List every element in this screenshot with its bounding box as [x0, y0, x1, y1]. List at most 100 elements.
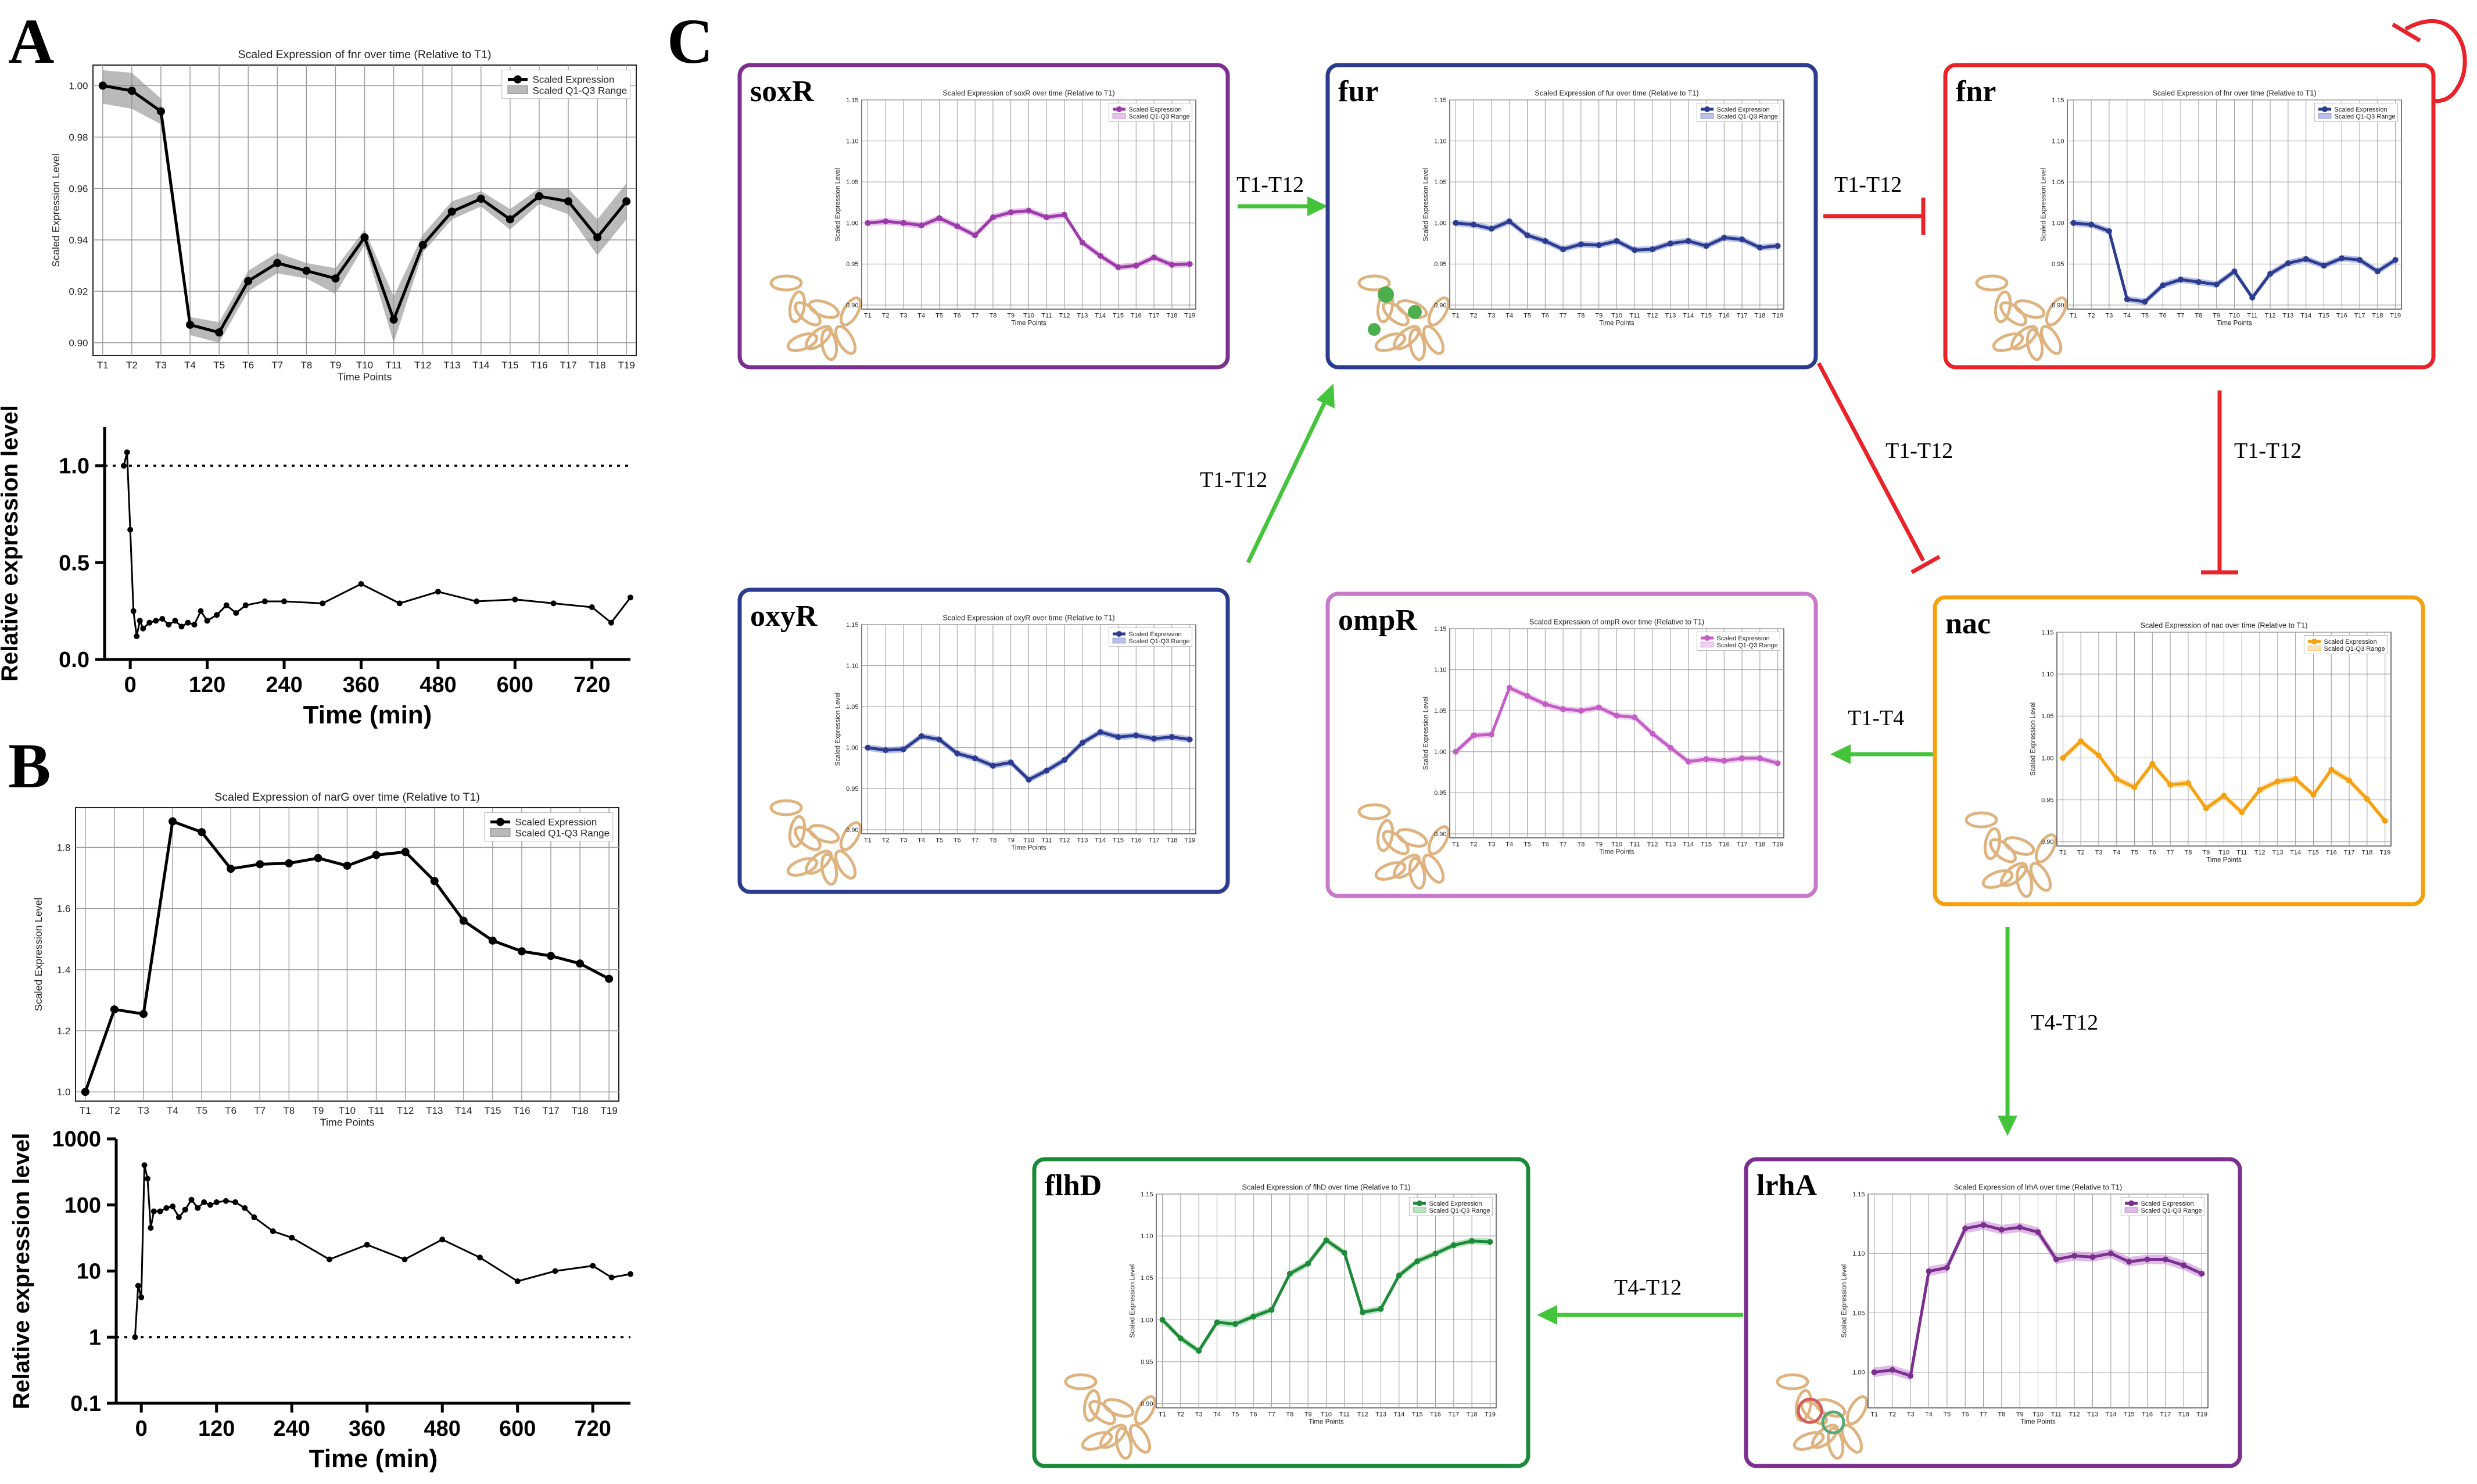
- data-point: [936, 215, 942, 221]
- legend-label: Scaled Expression: [1717, 106, 1770, 113]
- data-point: [396, 600, 403, 607]
- data-point: [360, 233, 369, 242]
- x-tick-label: T19: [1184, 837, 1195, 844]
- data-point: [1578, 708, 1584, 714]
- subunit-ring: [1821, 1410, 1845, 1435]
- data-point: [512, 596, 518, 603]
- x-tick-label: T1: [97, 360, 109, 371]
- x-tick-label: T16: [1719, 312, 1730, 319]
- x-tick-label: T7: [2177, 312, 2185, 319]
- x-tick-label: T2: [109, 1105, 120, 1116]
- x-tick-label: T9: [2016, 1411, 2024, 1418]
- data-point: [389, 316, 398, 324]
- data-point: [1650, 246, 1656, 252]
- x-tick-label: T17: [1448, 1411, 1459, 1418]
- q1-q3-band: [102, 70, 627, 343]
- x-tick-label: T11: [2247, 312, 2257, 319]
- legend-label: Scaled Q1-Q3 Range: [1129, 113, 1190, 120]
- data-point: [2249, 295, 2256, 301]
- data-point: [170, 1203, 176, 1210]
- chart-title: Scaled Expression of oxyR over time (Rel…: [942, 614, 1114, 622]
- data-point: [1685, 238, 1691, 244]
- y-tick-label: 0.95: [1434, 790, 1446, 797]
- data-point: [488, 936, 497, 945]
- legend-label: Scaled Expression: [1717, 635, 1770, 642]
- x-axis-label: Time (min): [303, 701, 432, 729]
- arrowhead-nac-lrha: [1998, 1116, 2017, 1136]
- data-point: [1305, 1260, 1311, 1267]
- legend-marker-swatch: [2128, 1200, 2134, 1206]
- metal-ion: [1378, 286, 1394, 303]
- data-point: [883, 747, 889, 753]
- network-diagram: T1-T12 T1-T12 T1-T12 T1-T12 T1-T12 T1-T4…: [1200, 19, 2467, 1325]
- helix-segment: [805, 849, 833, 875]
- panel-label-b: B: [8, 730, 51, 801]
- legend-band-swatch: [507, 85, 528, 94]
- data-point: [1487, 1239, 1493, 1245]
- y-tick-label: 1.00: [1434, 749, 1446, 756]
- data-point: [1471, 221, 1477, 228]
- helix-segment: [1128, 1424, 1152, 1454]
- x-tick-label: T3: [900, 837, 908, 844]
- y-tick-label: 0.95: [846, 261, 858, 268]
- data-point: [2071, 1253, 2078, 1259]
- x-tick-label: T1: [864, 312, 872, 319]
- data-point: [2382, 818, 2388, 824]
- data-point: [140, 625, 146, 632]
- helix-segment: [1794, 1389, 1813, 1422]
- plot-fnr: T1 T2 T3 T4 T5 T6 T7 T8 T9 T10 T11 T12 T13 T14 T15 T16 T…: [2041, 89, 2402, 327]
- y-axis-label: Scaled Expression Level: [2030, 702, 2037, 776]
- arrowhead-soxr-fur: [1307, 196, 1328, 216]
- data-point: [1450, 1242, 1457, 1249]
- legend-band-swatch: [490, 828, 511, 837]
- data-point: [172, 618, 178, 624]
- data-point: [2328, 766, 2335, 773]
- legend-band-swatch: [1413, 1207, 1426, 1213]
- data-point: [124, 449, 130, 456]
- data-point: [1026, 207, 1032, 214]
- data-point: [2078, 738, 2084, 744]
- helix-segment: [769, 799, 803, 816]
- x-axis-label: Time Points: [1599, 320, 1634, 327]
- legend-marker-swatch: [1116, 106, 1122, 112]
- y-tick-label: 0.90: [1141, 1401, 1153, 1408]
- chart-title: Scaled Expression of flhD over time (Rel…: [1242, 1183, 1411, 1191]
- data-point: [156, 107, 165, 116]
- helix-segment: [2010, 325, 2038, 350]
- y-tick-label: 0.98: [69, 132, 88, 143]
- helix-segment: [1422, 325, 1445, 355]
- x-tick-label: T10: [1023, 837, 1034, 844]
- data-point: [1667, 744, 1673, 751]
- data-point: [1614, 238, 1620, 244]
- data-point: [326, 1256, 332, 1263]
- data-point: [2392, 257, 2399, 263]
- helix-segment: [1994, 290, 2012, 324]
- y-tick-label: 1.10: [846, 662, 858, 669]
- helix-segment: [1793, 1431, 1825, 1451]
- x-tick-label: T5: [1231, 1411, 1239, 1418]
- data-point: [2181, 1262, 2187, 1268]
- x-tick-label: T12: [1357, 1411, 1368, 1418]
- data-point: [2124, 296, 2130, 303]
- x-tick-label: T19: [1772, 312, 1783, 319]
- helix-segment: [1983, 827, 2002, 861]
- x-tick-label: T5: [196, 1105, 207, 1116]
- data-point: [1097, 729, 1103, 735]
- data-point: [552, 1268, 558, 1274]
- y-tick-label: 1.05: [1434, 708, 1446, 715]
- data-point: [506, 215, 514, 224]
- x-tick-label: T6: [1542, 312, 1549, 319]
- x-tick-label: T2: [1888, 1411, 1896, 1418]
- helix-segment: [834, 325, 857, 355]
- chart-title: Scaled Expression of fur over time (Rela…: [1535, 89, 1698, 97]
- y-tick-label: 1.00: [1852, 1370, 1865, 1377]
- y-tick-label: 0.0: [59, 648, 89, 672]
- y-tick-label: 0.96: [69, 183, 88, 194]
- data-point: [2199, 1270, 2205, 1277]
- data-point: [2017, 1224, 2023, 1231]
- data-point: [1871, 1369, 1877, 1375]
- y-tick-label: 0.95: [2052, 261, 2064, 268]
- data-point: [215, 328, 224, 337]
- helix-segment: [1992, 332, 2024, 352]
- y-tick-label: 1.05: [2041, 713, 2053, 720]
